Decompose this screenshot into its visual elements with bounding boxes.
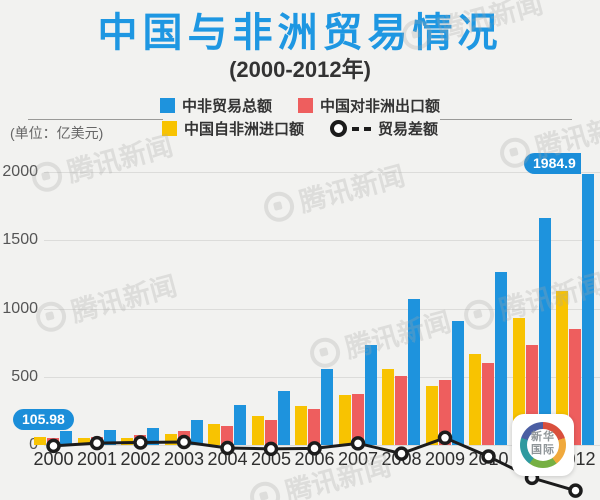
bar-中非贸易总额-2006 (321, 369, 333, 445)
xinhua-logo-line2: 国际 (531, 444, 555, 456)
legend-item-0: 中非贸易总额 (159, 95, 272, 116)
bar-中国对非洲出口额-2008 (395, 375, 407, 445)
xinhua-logo-text: 新华 国际 (512, 431, 574, 457)
bar-中国自非洲进口额-2009 (425, 385, 438, 445)
xinhua-logo: 新华 国际 (512, 414, 574, 476)
bar-中非贸易总额-2003 (190, 419, 203, 445)
bar-中非贸易总额-2009 (451, 320, 464, 445)
legend-label: 中非贸易总额 (181, 98, 272, 115)
bar-中国对非洲出口额-2012 (569, 328, 581, 445)
xinhua-logo-line1: 新华 (531, 431, 555, 443)
gridline-1000 (44, 308, 600, 310)
tencent-news-watermark: 腾讯新闻 (31, 264, 180, 339)
legend-item-3: 贸易差额 (330, 118, 438, 139)
legend-swatch-icon (161, 121, 177, 136)
watermark-text: 腾讯新闻 (295, 160, 409, 218)
bar-中国自非洲进口额-2004 (208, 423, 220, 445)
tencent-news-watermark: 腾讯新闻 (305, 300, 454, 375)
bar-中国自非洲进口额-2012 (556, 290, 568, 445)
bar-中国对非洲出口额-2000 (47, 438, 59, 445)
bar-中非贸易总额-2010 (495, 271, 507, 445)
tencent-news-icon (32, 297, 70, 335)
bar-中非贸易总额-2011 (538, 217, 551, 445)
tencent-news-icon (260, 187, 298, 225)
legend-label: 中国对非洲出口额 (320, 98, 441, 115)
bar-中非贸易总额-2004 (234, 404, 246, 445)
bar-中国自非洲进口额-2003 (164, 433, 177, 445)
legend-swatch-icon (298, 98, 313, 113)
gridline-2000 (44, 172, 600, 173)
legend-label: 贸易差额 (378, 121, 439, 138)
y-axis-tick-0: 0 (0, 436, 38, 454)
bar-中非贸易总额-2008 (408, 299, 420, 445)
bar-中国自非洲进口额-2008 (382, 368, 394, 445)
legend-label: 中国自非洲进口额 (183, 121, 304, 138)
xinhua-pentagon-icon (520, 422, 566, 468)
bar-中国自非洲进口额-2007 (338, 395, 351, 445)
watermark-text: 腾讯新闻 (67, 270, 181, 328)
tencent-news-watermark: 腾讯新闻 (459, 262, 600, 337)
page-title: 中国与非洲贸易情况 (97, 11, 503, 55)
legend-left-rule (28, 119, 163, 120)
bar-中国自非洲进口额-2010 (469, 353, 481, 445)
legend-item-1: 中国对非洲出口额 (298, 95, 440, 116)
tencent-news-watermark: 腾讯新闻 (259, 154, 408, 229)
bar-中国自非洲进口额-2005 (251, 416, 264, 445)
bar-中非贸易总额-2000 (60, 430, 72, 445)
tencent-news-icon (460, 295, 498, 333)
bar-中非贸易总额-2005 (277, 390, 290, 445)
legend-row-1: 中非贸易总额 中国对非洲出口额 (0, 95, 600, 116)
bar-中国对非洲出口额-2010 (482, 363, 494, 445)
tencent-news-icon (306, 333, 344, 371)
legend-item-2: 中国自非洲进口额 (161, 118, 304, 139)
bar-中国自非洲进口额-2001 (77, 438, 90, 445)
bar-中国对非洲出口额-2002 (134, 435, 146, 445)
bar-中非贸易总额-2012 (582, 174, 594, 445)
bar-中国自非洲进口额-2006 (295, 405, 307, 445)
balance-marker-2012 (568, 483, 583, 498)
bar-中非贸易总额-2002 (147, 428, 159, 445)
bar-中国自非洲进口额-2011 (512, 317, 525, 445)
y-axis-tick-500: 500 (11, 367, 38, 385)
bar-中非贸易总额-2007 (364, 344, 377, 445)
legend-right-rule (440, 119, 572, 120)
y-axis-tick-2000: 2000 (2, 163, 38, 180)
bar-中国对非洲出口额-2005 (264, 419, 277, 445)
bar-中国自非洲进口额-2002 (121, 437, 133, 445)
page-subtitle: (2000-2012年) (229, 57, 371, 82)
bar-中国对非洲出口额-2006 (308, 408, 320, 445)
tencent-news-icon (246, 477, 284, 500)
bar-中国对非洲出口额-2009 (438, 379, 451, 445)
callout-2000-total: 105.98 (13, 409, 74, 430)
legend-row-2: 中国自非洲进口额 贸易差额 (0, 118, 600, 139)
bar-中国对非洲出口额-2001 (90, 436, 103, 445)
bar-中国对非洲出口额-2003 (177, 431, 190, 445)
legend-swatch-icon (159, 98, 175, 113)
y-axis-tick-1500: 1500 (2, 231, 38, 249)
callout-2012-total: 1984.9 (524, 153, 581, 174)
bar-中非贸易总额-2001 (103, 430, 116, 445)
legend-line-marker-icon (330, 120, 371, 137)
gridline-1500 (44, 240, 600, 242)
bar-中国对非洲出口额-2007 (351, 394, 364, 445)
unit-label: (单位：亿美元) (10, 125, 104, 141)
y-axis-tick-1000: 1000 (2, 299, 38, 317)
bar-中国对非洲出口额-2004 (221, 426, 233, 445)
bar-中国自非洲进口额-2000 (34, 437, 46, 445)
watermark-text: 腾讯新闻 (341, 306, 455, 364)
